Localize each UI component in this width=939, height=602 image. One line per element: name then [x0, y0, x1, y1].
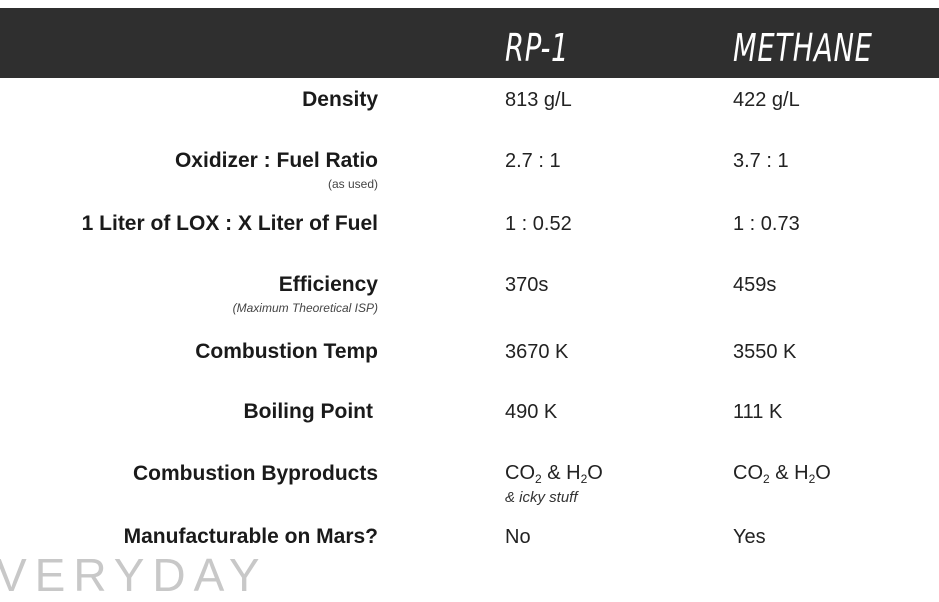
rp1-value: 1 : 0.52: [505, 213, 572, 235]
row-label: Efficiency: [278, 273, 378, 296]
table-header: RP-1 METHANE: [0, 8, 939, 78]
rp1-value: 2.7 : 1: [505, 150, 561, 172]
rp1-value: 490 K: [505, 401, 558, 423]
column-header-rp1: RP-1: [505, 26, 570, 70]
methane-value: 1 : 0.73: [733, 213, 800, 235]
row-label: 1 Liter of LOX : X Liter of Fuel: [81, 212, 378, 235]
rp1-value: 370s: [505, 274, 549, 296]
rp1-note: & icky stuff: [505, 489, 578, 506]
row-label: Boiling Point: [243, 400, 373, 423]
rp1-value: No: [505, 526, 531, 548]
row-sublabel: (as used): [327, 177, 378, 191]
methane-value: 422 g/L: [733, 89, 800, 111]
methane-value: 111 K: [733, 401, 783, 423]
row-label: Oxidizer : Fuel Ratio: [174, 149, 378, 172]
row-label: Combustion Temp: [195, 340, 378, 363]
row-label: Density: [302, 88, 378, 111]
methane-value: 3.7 : 1: [733, 150, 789, 172]
methane-value: Yes: [733, 526, 766, 548]
watermark-text: VERYDAY: [0, 549, 268, 601]
methane-value: 459s: [733, 274, 777, 296]
rp1-value: CO2 & H2O: [505, 462, 603, 486]
methane-value: CO2 & H2O: [733, 462, 831, 486]
row-label: Combustion Byproducts: [133, 462, 378, 485]
rp1-value: 3670 K: [505, 341, 569, 363]
column-header-methane: METHANE: [733, 26, 873, 70]
methane-value: 3550 K: [733, 341, 797, 363]
rp1-value: 813 g/L: [505, 89, 572, 111]
row-sublabel: (Maximum Theoretical ISP): [232, 301, 378, 315]
row-label: Manufacturable on Mars?: [123, 525, 378, 548]
